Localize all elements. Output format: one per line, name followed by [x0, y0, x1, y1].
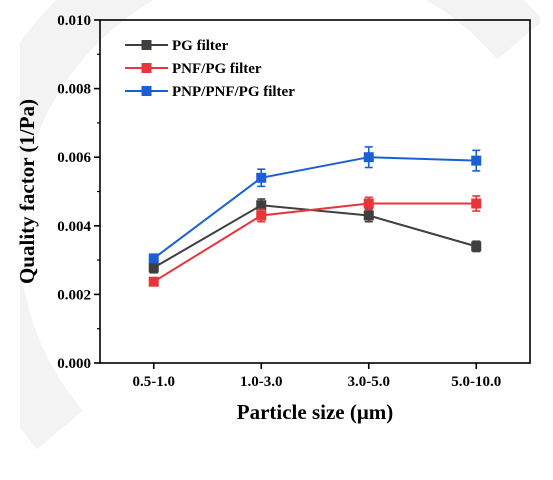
legend-label: PG filter	[172, 38, 229, 54]
data-point	[148, 276, 159, 287]
x-tick-label: 5.0-10.0	[451, 374, 501, 390]
series-1	[148, 195, 482, 287]
x-tick-label: 0.5-1.0	[133, 374, 176, 390]
x-tick-label: 3.0-5.0	[348, 374, 391, 390]
legend-label: PNP/PNF/PG filter	[172, 84, 295, 100]
legend-marker	[141, 63, 152, 73]
data-point	[471, 198, 482, 209]
series-line	[153, 202, 477, 283]
data-point	[256, 200, 267, 211]
y-axis-label: Quality factor (1/Pa)	[15, 99, 39, 284]
data-point	[471, 155, 482, 166]
data-point	[363, 198, 374, 209]
series-line	[153, 204, 477, 269]
y-tick-label: 0.000	[57, 356, 91, 372]
ticks: 0.000 0.002 0.004 0.006 0.008 0.010 0.5-1.0 1.0…	[57, 13, 501, 390]
quality-factor-chart: 0.000 0.002 0.004 0.006 0.008 0.010 0.5-1.0 1.0…	[15, 13, 531, 424]
series-layer	[148, 146, 482, 287]
data-point	[148, 253, 159, 264]
data-point	[256, 172, 267, 183]
series-2	[148, 146, 482, 264]
axes	[99, 19, 531, 364]
legend: PG filter PNF/PG filter PNP/PNF/PG filter	[125, 38, 295, 100]
data-point	[363, 152, 374, 163]
legend-label: PNF/PG filter	[172, 61, 262, 77]
x-axis-label: Particle size (μm)	[237, 400, 394, 424]
y-tick-label: 0.004	[57, 219, 91, 235]
x-tick-label: 1.0-3.0	[240, 374, 283, 390]
y-tick-label: 0.002	[57, 287, 91, 303]
y-tick-label: 0.006	[57, 150, 91, 166]
data-point	[256, 210, 267, 221]
legend-marker	[141, 86, 152, 96]
legend-marker	[141, 40, 152, 50]
plot-frame	[99, 19, 531, 364]
data-point	[471, 241, 482, 252]
y-tick-label: 0.008	[57, 82, 91, 98]
data-point	[148, 262, 159, 273]
series-line	[153, 156, 477, 260]
data-point	[363, 210, 374, 221]
y-tick-label: 0.010	[57, 13, 91, 29]
